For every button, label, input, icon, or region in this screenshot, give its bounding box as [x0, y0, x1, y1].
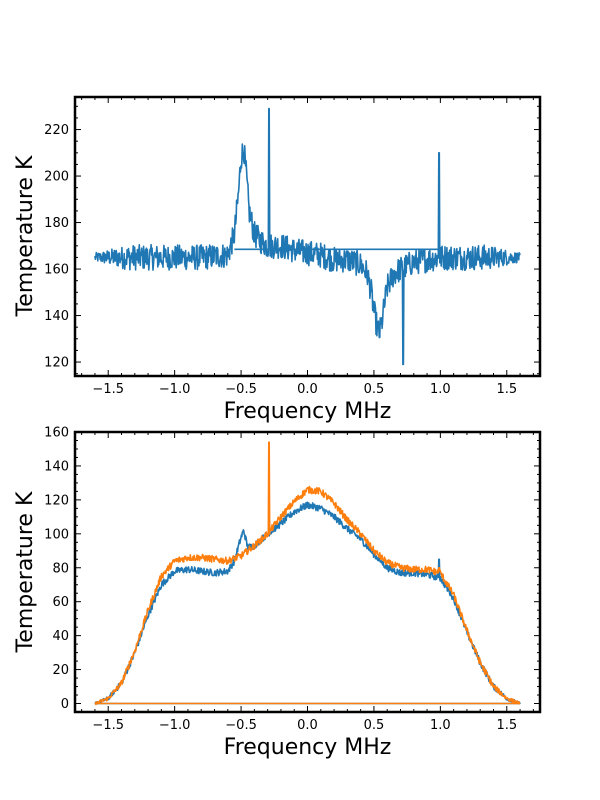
top-plot-x-axis-label: Frequency MHz [224, 399, 392, 424]
top-plot-x-tick-label: 1.0 [430, 382, 451, 397]
top-plot-x-tick-label: −1.5 [92, 382, 124, 397]
top-plot-ticks: −1.5 −1.0 −0.5 0.0 0.5 1.0 1.5 120 140 160 180 200 2… [44, 97, 540, 397]
bottom-plot-series [94, 441, 521, 706]
top-plot-y-tick-label: 160 [44, 263, 69, 278]
bottom-plot-x-tick-label: −0.5 [225, 718, 257, 733]
bottom-plot-x-tick-label: 1.5 [496, 718, 517, 733]
top-plot-y-tick-label: 120 [44, 356, 69, 371]
bottom-plot-series-1-line [94, 441, 521, 706]
bottom-plot-x-tick-label: −1.5 [92, 718, 124, 733]
bottom-plot-y-axis-label: Temperature K [13, 491, 38, 653]
bottom-plot-x-tick-label: 1.0 [430, 718, 451, 733]
bottom-plot-y-tick-label: 80 [52, 561, 69, 576]
bottom-plot: −1.5 −1.0 −0.5 0.0 0.5 1.0 1.5 0 20 40 60 80 100 120 1… [13, 426, 542, 760]
bottom-plot-y-tick-label: 0 [61, 697, 69, 712]
bottom-plot-x-tick-label: 0.5 [364, 718, 385, 733]
top-plot-y-tick-label: 180 [44, 216, 69, 231]
top-plot-series [94, 107, 521, 366]
bottom-plot-x-tick-label: 0.0 [297, 718, 318, 733]
bottom-plot-y-tick-label: 100 [44, 527, 69, 542]
bottom-plot-frame [73, 430, 542, 714]
bottom-plot-y-tick-label: 160 [44, 426, 69, 441]
bottom-plot-y-tick-label: 120 [44, 493, 69, 508]
top-plot-x-tick-label: 1.5 [496, 382, 517, 397]
top-plot-x-tick-label: 0.5 [364, 382, 385, 397]
top-plot: −1.5 −1.0 −0.5 0.0 0.5 1.0 1.5 120 140 160 180 200 2… [13, 95, 542, 424]
bottom-plot-y-tick-label: 140 [44, 459, 69, 474]
top-plot-y-tick-label: 140 [44, 309, 69, 324]
top-plot-x-tick-label: −1.0 [159, 382, 191, 397]
top-plot-series-0-line [94, 107, 521, 366]
bottom-plot-y-tick-label: 40 [52, 629, 69, 644]
bottom-plot-y-tick-label: 60 [52, 595, 69, 610]
top-plot-y-tick-label: 220 [44, 123, 69, 138]
top-plot-x-tick-label: −0.5 [225, 382, 257, 397]
top-plot-x-tick-label: 0.0 [297, 382, 318, 397]
bottom-plot-y-tick-label: 20 [52, 663, 69, 678]
top-plot-frame [73, 95, 542, 378]
bottom-plot-x-axis-label: Frequency MHz [224, 735, 392, 760]
bottom-plot-x-tick-label: −1.0 [159, 718, 191, 733]
top-plot-y-axis-label: Temperature K [13, 155, 38, 317]
top-plot-y-tick-label: 200 [44, 170, 69, 185]
